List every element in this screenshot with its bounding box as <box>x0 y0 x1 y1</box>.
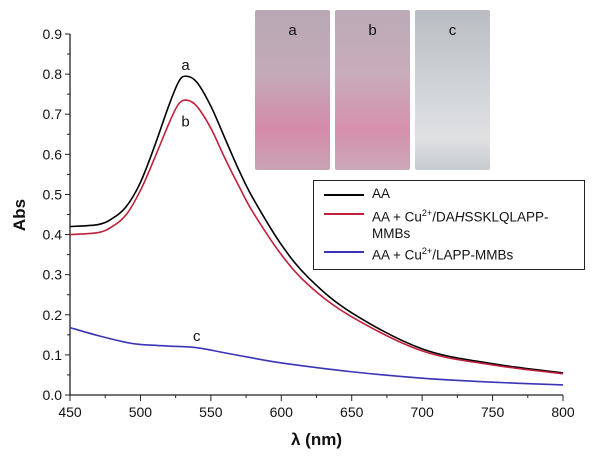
photo-label-a: a <box>288 22 297 39</box>
legend-label: AA + Cu2+/LAPP-MMBs <box>372 246 514 263</box>
x-tick-label: 750 <box>481 404 505 420</box>
legend-label: AA <box>372 186 391 201</box>
curve-label-c: c <box>193 328 201 345</box>
x-tick-label: 800 <box>551 404 575 420</box>
x-tick-label: 550 <box>199 404 223 420</box>
series-line-b <box>69 99 564 375</box>
legend-item-aa: AA <box>324 186 577 202</box>
y-tick-label: 0.1 <box>43 347 63 363</box>
y-axis-label: Abs <box>10 199 29 231</box>
legend-swatch <box>324 251 364 253</box>
y-tick-label: 0.9 <box>43 26 63 42</box>
x-axis-label: λ (nm) <box>291 430 342 449</box>
photo-label-c: c <box>448 22 457 39</box>
y-tick-label: 0.6 <box>43 146 63 162</box>
curve-label-b: b <box>181 113 189 130</box>
curve-label-a: a <box>181 57 190 74</box>
y-tick-label: 0.0 <box>43 387 63 403</box>
photo-vial-a: a <box>255 10 330 170</box>
y-tick-label: 0.4 <box>43 227 63 243</box>
legend-swatch <box>324 213 364 215</box>
x-tick-label: 600 <box>270 404 294 420</box>
photo-label-b: b <box>368 22 377 39</box>
y-tick-label: 0.3 <box>43 267 63 283</box>
series-line-c <box>69 326 564 386</box>
photo-vial-c: c <box>415 10 490 170</box>
legend: AA AA + Cu2+/DAHSSKLQLAPP-MMBs AA + Cu2+… <box>313 180 585 270</box>
y-tick-label: 0.7 <box>43 106 63 122</box>
series-line-a <box>69 75 564 374</box>
x-tick-label: 500 <box>129 404 153 420</box>
legend-swatch <box>324 194 364 196</box>
legend-item-lapp: AA + Cu2+/LAPP-MMBs <box>324 243 577 264</box>
x-tick-label: 450 <box>58 404 82 420</box>
y-tick-label: 0.5 <box>43 186 63 202</box>
x-tick-label: 700 <box>410 404 434 420</box>
legend-label: AA + Cu2+/DAHSSKLQLAPP-MMBs <box>372 208 549 241</box>
y-tick-label: 0.2 <box>43 307 63 323</box>
x-tick-label: 650 <box>340 404 364 420</box>
y-tick-label: 0.8 <box>43 66 63 82</box>
photo-vial-b: b <box>335 10 410 170</box>
legend-item-dahsskl: AA + Cu2+/DAHSSKLQLAPP-MMBs <box>324 205 577 242</box>
